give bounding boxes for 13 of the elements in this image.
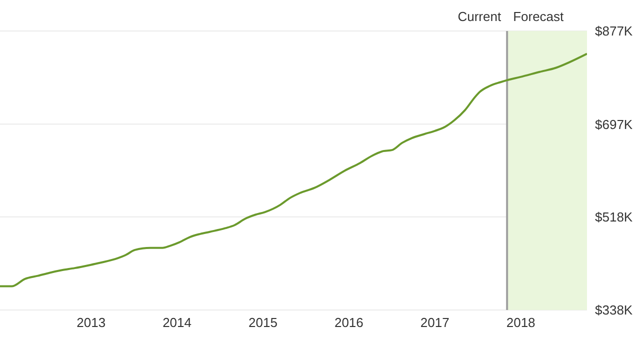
ref-line-label: Current xyxy=(458,9,502,24)
x-tick-label: 2015 xyxy=(248,315,278,330)
line-series xyxy=(0,52,587,288)
x-tick-label: 2017 xyxy=(420,315,450,330)
y-tick-label: $877K xyxy=(595,24,633,39)
x-tick-label: 2013 xyxy=(76,315,106,330)
band-label: Forecast xyxy=(513,9,564,24)
x-tick-label: 2018 xyxy=(506,315,536,330)
y-tick-label: $697K xyxy=(595,116,633,132)
y-tick-label: $338K xyxy=(595,302,633,318)
x-tick-label: 2014 xyxy=(162,315,192,330)
y-tick-label: $518K xyxy=(595,209,633,224)
x-tick-label: 2016 xyxy=(334,315,364,330)
